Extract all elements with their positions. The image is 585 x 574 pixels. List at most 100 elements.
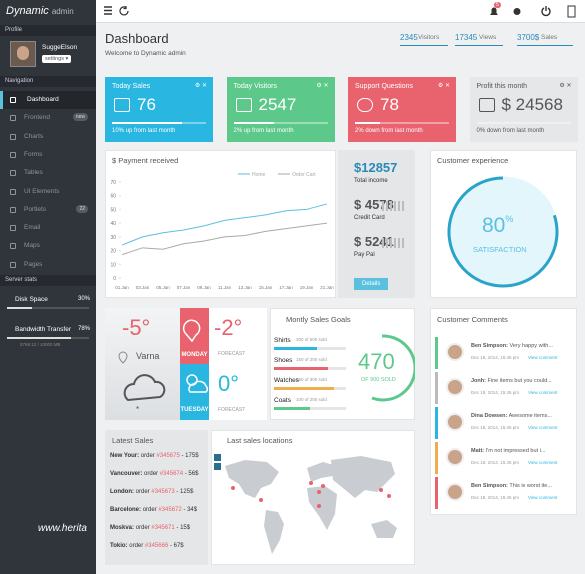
sale: Barcelone: order #345672 - 34$ [110, 506, 205, 515]
stat-card: Profit this month $ 24568 ⚙ ✕ 0% down from … [469, 77, 578, 142]
temperature: -5° [122, 315, 151, 340]
card-value: $ 24568 [501, 95, 563, 114]
goal-note: 300 of 500 sold [296, 337, 327, 342]
income-label: Pay Pal [354, 252, 375, 258]
header-stat-value: 17345 [455, 33, 478, 42]
y-tick-label: 30 [110, 235, 116, 241]
world-map[interactable] [211, 448, 415, 565]
card-title: Today Visitors [233, 83, 277, 90]
x-tick-label: 01.Jan [115, 285, 129, 290]
menu-item[interactable]: Charts [0, 128, 96, 146]
logo: Dynamic admin [6, 5, 74, 17]
sale-city: New Your: [110, 453, 140, 459]
card-title: Profit this month [476, 83, 528, 90]
menu-item[interactable]: Tables [0, 164, 96, 182]
menu-item[interactable]: Maps [0, 237, 96, 255]
sale: Vancouver: order #345674 - 56$ [110, 470, 205, 479]
comment-date: Dec 18, 2014, 15:45 pm [471, 460, 520, 465]
x-tick-label: 09.Jan [197, 285, 211, 290]
satisfaction-label: SATISFACTION [473, 245, 527, 254]
goal-name: Coats [274, 397, 291, 404]
card-value: 2547 [258, 95, 297, 114]
comment: Dina Dowsen: Awesome items... Dec 18, 201… [435, 407, 575, 439]
satisfaction-ring [447, 176, 559, 288]
logo-text: Dynamic [6, 5, 49, 17]
comment-link[interactable]: View comment [528, 495, 558, 500]
header-stat-line [455, 45, 503, 46]
menu-icon [10, 151, 16, 158]
sale-order: #345674 [159, 471, 184, 477]
comment-date: Dec 18, 2014, 15:45 pm [471, 355, 520, 360]
card-bar [476, 122, 571, 124]
comment-link[interactable]: View comment [528, 460, 558, 465]
x-tick-label: 11.Jan [218, 285, 232, 290]
comment-avatar [446, 448, 464, 466]
section-header: Server stats [0, 275, 96, 286]
sale-city: Moskva: [110, 525, 135, 531]
comment-link[interactable]: View comment [528, 425, 558, 430]
menu-item[interactable]: Frontend new [0, 109, 96, 127]
goals-panel [270, 308, 415, 420]
sale-amount: - 67$ [169, 543, 184, 549]
menu-item[interactable]: Forms [0, 146, 96, 164]
card-controls: ⚙ ✕ [559, 83, 572, 89]
comment: Ben Simpson: Very happy with... Dec 18, 2… [435, 337, 575, 369]
author: Ben Simpson: [471, 483, 508, 489]
user-name: SuggeElson [42, 44, 78, 51]
sale: London: order #345673 - 125$ [110, 488, 205, 497]
goal-note: 100 of 200 sold [296, 397, 327, 402]
menu-item[interactable]: Pages [0, 256, 96, 274]
sale-city: Tokio: [110, 543, 128, 549]
day: MONDAY [181, 352, 208, 358]
goal-total: OF 900 SOLD [361, 377, 396, 383]
svg-text:*: * [136, 405, 139, 414]
stat-detail: 5768.12 / 10000 MB [20, 342, 61, 347]
page-title: Dashboard [105, 31, 169, 46]
goal-name: Shirts [274, 337, 291, 344]
card-value: 78 [380, 95, 399, 114]
y-tick-label: 10 [110, 262, 116, 268]
top-icons[interactable] [488, 5, 578, 18]
sale-text: order [144, 471, 159, 477]
income-label: Total income [354, 178, 388, 184]
panel-title: Customer experience [437, 156, 509, 165]
y-tick-label: 20 [110, 249, 116, 255]
toolbar-icons[interactable] [104, 6, 130, 17]
comment-date: Dec 18, 2014, 15:45 pm [471, 390, 520, 395]
card-note: 0% down from last month [476, 128, 545, 134]
goal-bar [274, 407, 310, 410]
author: Jonh: [471, 378, 486, 384]
text: I'm not impressed but i... [485, 448, 546, 454]
comment-link[interactable]: View comment [528, 355, 558, 360]
details-button[interactable]: Details [354, 278, 389, 290]
x-tick-label: 07.Jan [177, 285, 191, 290]
line-series [121, 222, 328, 256]
sale: New Your: order #345675 - 175$ [110, 452, 205, 461]
menu-item[interactable]: Dashboard [0, 91, 96, 109]
menu-item[interactable]: UI Elements [0, 183, 96, 201]
card-progress [112, 122, 182, 124]
comment: Ben Simpson: This is worst ite... Dec 18,… [435, 477, 575, 509]
stat-track [7, 307, 89, 309]
goal-bar [274, 367, 328, 370]
card-bar [355, 122, 449, 124]
text: Very happy with... [509, 343, 553, 349]
x-tick-label: 17.Jan [279, 285, 293, 290]
goal-note: 150 of 200 sold [296, 357, 327, 362]
stat-card: Support Questions 78 ⚙ ✕ 2% down from last … [348, 77, 456, 142]
x-tick-label: 13.Jan [238, 285, 252, 290]
x-tick-label: 15.Jan [259, 285, 273, 290]
page-subtitle: Welcome to Dynamic admin [105, 50, 186, 57]
stat-label: Bandwidth Transfer [15, 326, 72, 333]
card-icon [478, 98, 495, 112]
y-tick-label: 40 [110, 221, 116, 227]
settings-button[interactable]: settings ▾ [42, 55, 72, 63]
satisfaction-value: 80% [482, 214, 513, 238]
comment-link[interactable]: View comment [528, 390, 558, 395]
menu-item[interactable]: Email [0, 219, 96, 237]
menu-item[interactable]: Portlets 22 [0, 201, 96, 219]
chart-title: Payment received [118, 156, 179, 165]
income-panel [338, 150, 415, 298]
card-icon [357, 98, 373, 112]
